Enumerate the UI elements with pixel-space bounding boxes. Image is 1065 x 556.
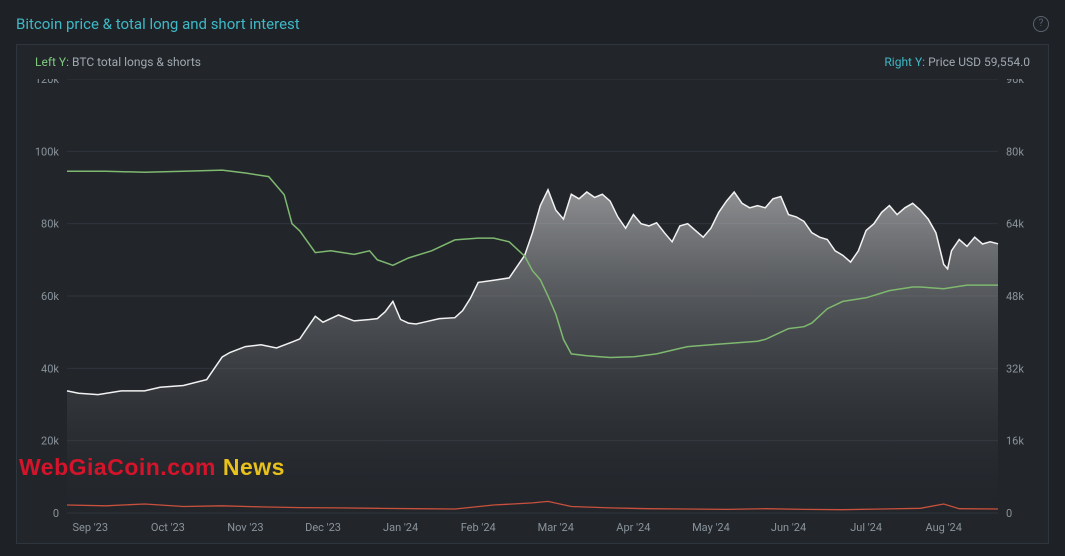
svg-text:Sep '23: Sep '23 <box>72 521 108 534</box>
svg-text:48k: 48k <box>1006 290 1024 303</box>
svg-text:80k: 80k <box>1006 145 1024 158</box>
chart-panel: Bitcoin price & total long and short int… <box>0 0 1065 556</box>
svg-text:60k: 60k <box>41 290 59 303</box>
left-axis-label: Left Y: <box>35 55 69 69</box>
svg-text:Feb '24: Feb '24 <box>461 521 496 534</box>
svg-text:Nov '23: Nov '23 <box>227 521 263 534</box>
svg-text:Jan '24: Jan '24 <box>383 521 418 534</box>
svg-text:100k: 100k <box>35 145 60 158</box>
svg-text:Apr '24: Apr '24 <box>616 521 650 534</box>
svg-text:Mar '24: Mar '24 <box>538 521 574 534</box>
svg-text:80k: 80k <box>41 218 59 231</box>
svg-text:Dec '23: Dec '23 <box>305 521 341 534</box>
legend-row: Left Y: BTC total longs & shorts Right Y… <box>17 55 1048 69</box>
svg-text:40k: 40k <box>41 362 59 375</box>
panel-header: Bitcoin price & total long and short int… <box>0 0 1065 38</box>
panel-title: Bitcoin price & total long and short int… <box>16 15 300 33</box>
right-axis-text: Price USD 59,554.0 <box>928 55 1030 69</box>
chart-frame: Left Y: BTC total longs & shorts Right Y… <box>16 44 1049 544</box>
legend-right: Right Y: Price USD 59,554.0 <box>884 55 1030 69</box>
svg-text:16k: 16k <box>1006 435 1024 448</box>
right-axis-label: Right Y: <box>884 55 925 69</box>
svg-text:Jul '24: Jul '24 <box>850 521 882 534</box>
svg-text:0: 0 <box>1006 507 1012 520</box>
chart-svg: 0 20k 40k 60k 80k 100k 120k 0 16k 32k 48k 64k 80k 96k… <box>17 79 1048 543</box>
svg-text:20k: 20k <box>41 435 59 448</box>
svg-text:32k: 32k <box>1006 362 1024 375</box>
plot-area[interactable]: 0 20k 40k 60k 80k 100k 120k 0 16k 32k 48k 64k 80k 96k… <box>17 79 1048 543</box>
svg-text:120k: 120k <box>35 79 60 86</box>
svg-text:64k: 64k <box>1006 218 1024 231</box>
svg-text:Jun '24: Jun '24 <box>771 521 806 534</box>
legend-left: Left Y: BTC total longs & shorts <box>35 55 201 69</box>
svg-text:Oct '23: Oct '23 <box>151 521 185 534</box>
svg-text:96k: 96k <box>1006 79 1024 86</box>
left-axis-text: BTC total longs & shorts <box>72 55 201 69</box>
svg-text:Aug '24: Aug '24 <box>926 521 962 534</box>
help-icon[interactable]: ? <box>1033 16 1049 32</box>
svg-text:0: 0 <box>53 507 59 520</box>
svg-text:May '24: May '24 <box>692 521 730 534</box>
